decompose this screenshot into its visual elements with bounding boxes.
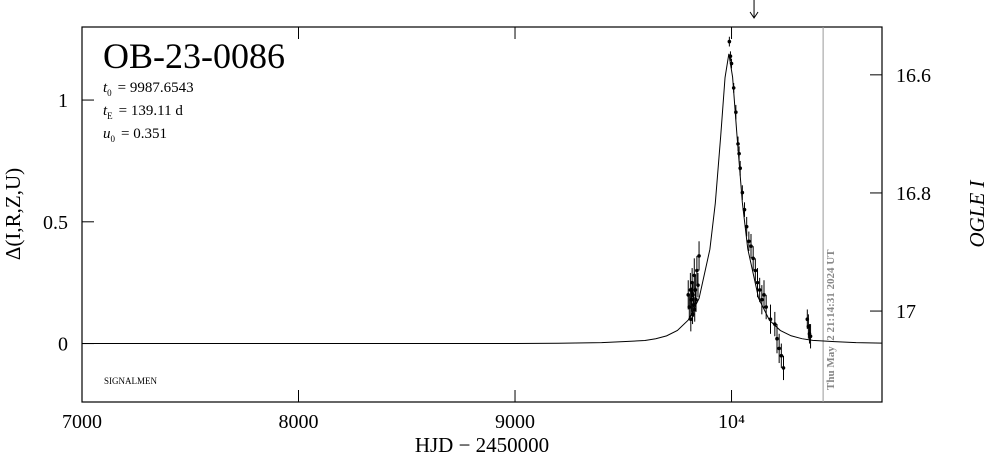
data-point	[753, 268, 758, 273]
data-point	[689, 297, 694, 302]
param-symbol: t	[103, 103, 108, 119]
y-tick-label: 1	[58, 90, 68, 112]
data-point	[694, 297, 698, 302]
annotation: SIGNALMEN	[104, 376, 157, 386]
fit-parameter: u0 = 0.351	[103, 126, 167, 144]
arrow	[749, 0, 759, 19]
data-point	[689, 317, 693, 322]
data-point	[749, 244, 753, 248]
data-point	[696, 283, 700, 287]
data-point	[731, 86, 736, 90]
data-point	[728, 54, 733, 59]
data-point	[742, 207, 747, 212]
data-point	[729, 61, 734, 66]
data-point	[737, 151, 741, 156]
param-subscript: 0	[111, 134, 116, 144]
data-point	[777, 346, 781, 351]
y-tick-label: 0	[58, 334, 68, 356]
x-tick-label: 7000	[62, 411, 102, 433]
param-symbol: t	[103, 80, 108, 96]
data-point	[697, 254, 701, 258]
x-tick-label: 8000	[279, 411, 319, 433]
x-tick-label: 10⁴	[718, 411, 745, 433]
timestamp: Thu May 2 21:14:31 2024 UT	[825, 249, 837, 390]
param-subscript: E	[107, 111, 113, 121]
data-point	[691, 293, 695, 297]
data-point	[751, 256, 755, 261]
x-tick-label: 9000	[495, 411, 535, 433]
y-tick-label: 0.5	[43, 212, 68, 234]
data-point	[695, 268, 699, 273]
chart-title: OB-23-0086	[103, 36, 285, 76]
y-axis-label: Δ(I,R,Z,U)	[1, 168, 25, 260]
data-point	[738, 166, 742, 171]
data-point	[773, 322, 777, 326]
data-point	[757, 288, 762, 292]
plot-frame	[81, 26, 883, 403]
data-point	[740, 190, 745, 195]
data-point	[734, 110, 738, 115]
data-point	[744, 224, 749, 229]
model-curve	[81, 53, 883, 345]
param-value: = 139.11 d	[119, 103, 184, 119]
data-point	[764, 305, 768, 309]
param-symbol: u	[103, 126, 111, 142]
y2-tick-label: 16.6	[896, 65, 931, 87]
data-point	[781, 366, 786, 370]
data-point	[727, 39, 732, 44]
data-point	[755, 280, 760, 285]
fit-parameter: t0 = 9987.6543	[103, 80, 194, 98]
data-point	[762, 293, 766, 297]
x-axis-label: HJD − 2450000	[415, 433, 549, 457]
y2-tick-label: 17	[896, 301, 916, 323]
data-point	[768, 317, 773, 322]
data-point	[747, 239, 751, 244]
data-point	[693, 288, 698, 292]
y2-axis-label: OGLE I	[965, 179, 986, 247]
data-point	[775, 336, 779, 341]
param-value: = 0.351	[121, 126, 167, 142]
data-point	[808, 334, 813, 339]
data-point	[760, 297, 764, 302]
data-point	[736, 142, 740, 146]
data-point	[779, 353, 784, 358]
param-value: = 9987.6543	[118, 80, 194, 96]
y2-tick-label: 16.8	[896, 183, 931, 205]
param-subscript: 0	[107, 88, 112, 98]
fit-parameter: tE = 139.11 d	[103, 103, 183, 121]
